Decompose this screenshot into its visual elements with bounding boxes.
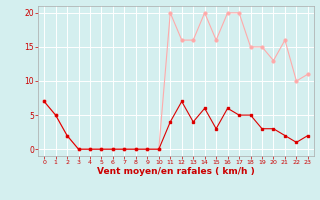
- X-axis label: Vent moyen/en rafales ( km/h ): Vent moyen/en rafales ( km/h ): [97, 167, 255, 176]
